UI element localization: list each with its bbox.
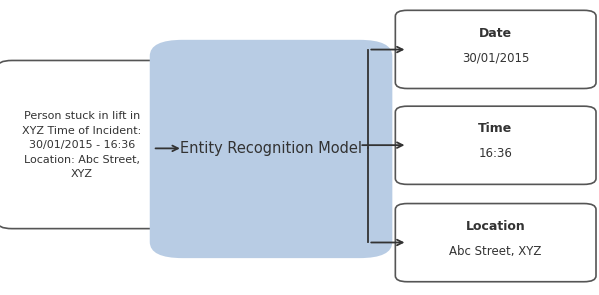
FancyBboxPatch shape	[395, 106, 596, 184]
Text: 30/01/2015: 30/01/2015	[462, 52, 529, 65]
Text: Person stuck in lift in
XYZ Time of Incident:
30/01/2015 - 16:36
Location: Abc S: Person stuck in lift in XYZ Time of Inci…	[22, 111, 142, 179]
Text: Location: Location	[465, 220, 525, 233]
Text: Abc Street, XYZ: Abc Street, XYZ	[449, 245, 541, 258]
FancyBboxPatch shape	[395, 204, 596, 282]
Text: 16:36: 16:36	[479, 148, 512, 160]
Text: Time: Time	[478, 122, 513, 135]
Text: Date: Date	[479, 27, 512, 40]
Text: Entity Recognition Model: Entity Recognition Model	[180, 141, 362, 156]
FancyBboxPatch shape	[395, 10, 596, 88]
FancyBboxPatch shape	[150, 40, 392, 258]
FancyBboxPatch shape	[0, 60, 168, 229]
